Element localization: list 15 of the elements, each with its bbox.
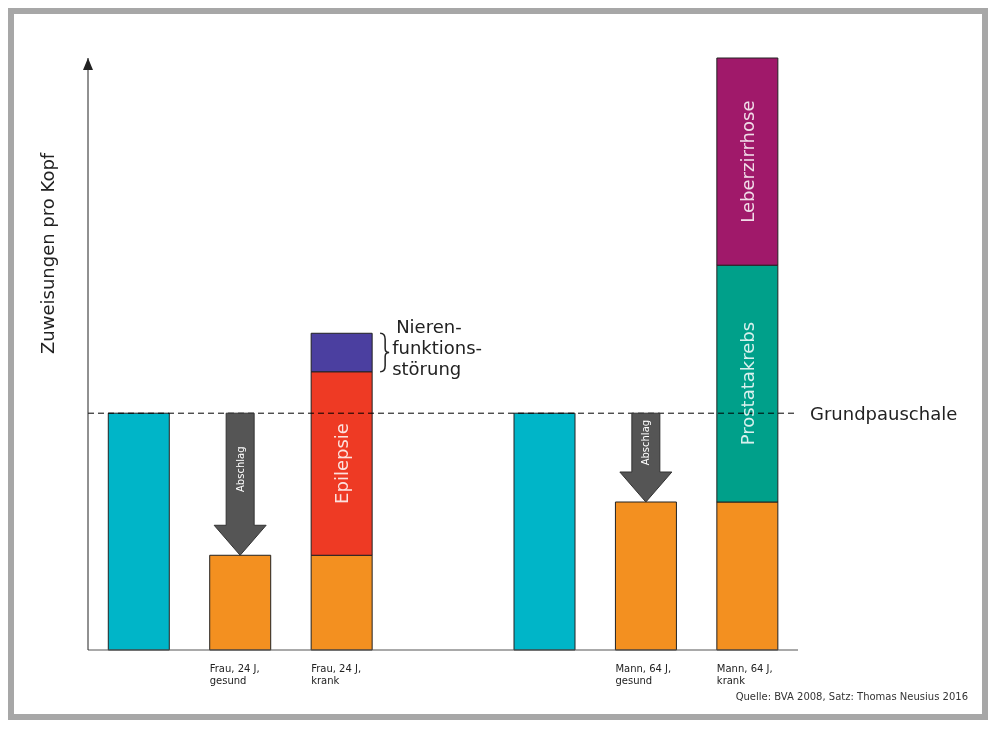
x-tick-label: Frau, 24 J, gesund	[209, 663, 260, 686]
y-axis-title: Zuweisungen pro Kopf	[37, 152, 59, 354]
x-tick-label: Frau, 24 J, krank	[311, 663, 362, 686]
annotation: Abschlag	[640, 419, 652, 466]
series-label: Leberzirrhose	[736, 100, 758, 223]
legend-label: Nieren- funktions- störung	[392, 315, 483, 379]
source-note: Quelle: BVA 2008, Satz: Thomas Neusius 2016	[735, 691, 968, 702]
annotation: Abschlag	[234, 446, 246, 492]
x-tick-label: Mann, 64 J, krank	[716, 663, 773, 686]
series-label: Epilepsie	[331, 423, 353, 504]
ref-line-label: Grundpauschale	[810, 402, 958, 424]
series-label: Prostatakrebs	[736, 321, 758, 446]
bar	[107, 412, 170, 651]
bar	[513, 412, 576, 651]
x-tick-label: Mann, 64 J, gesund	[615, 663, 672, 686]
